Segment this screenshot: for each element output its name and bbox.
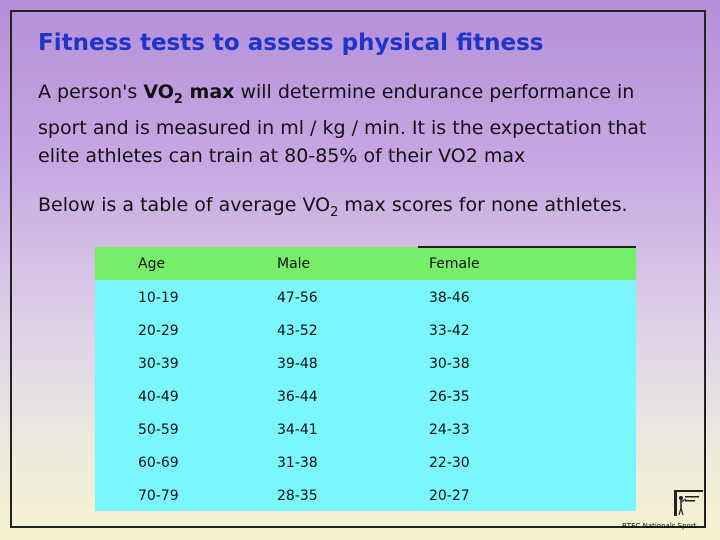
presenter-board-icon — [674, 490, 703, 516]
table-row: 40-49 36-44 26-35 — [95, 379, 636, 412]
cell-age: 70-79 — [138, 487, 179, 504]
vo2-subscript: 2 — [173, 91, 183, 107]
header-male: Male — [277, 255, 311, 272]
cell-male: 34-41 — [277, 421, 318, 438]
cell-male: 43-52 — [277, 322, 318, 339]
header-female: Female — [418, 246, 636, 280]
slide-title: Fitness tests to assess physical fitness — [38, 30, 544, 56]
cell-female: 30-38 — [429, 355, 470, 372]
table-row: 50-59 34-41 24-33 — [95, 412, 636, 445]
cell-age: 50-59 — [138, 421, 179, 438]
cell-age: 30-39 — [138, 355, 179, 372]
caption-prefix: Below is a table of average VO — [38, 194, 331, 216]
slide-frame — [10, 10, 706, 528]
vo2-max-word: max — [182, 81, 235, 103]
cell-female: 24-33 — [429, 421, 470, 438]
table-row: 70-79 28-35 20-27 — [95, 478, 636, 511]
cell-female: 26-35 — [429, 388, 470, 405]
cell-male: 36-44 — [277, 388, 318, 405]
table-row: 20-29 43-52 33-42 — [95, 313, 636, 346]
intro-prefix: A person's — [38, 81, 144, 103]
cell-female: 22-30 — [429, 454, 470, 471]
cell-age: 60-69 — [138, 454, 179, 471]
cell-male: 28-35 — [277, 487, 318, 504]
logo-text: BTEC Nationals Sport — [622, 522, 697, 530]
table-row: 60-69 31-38 22-30 — [95, 445, 636, 478]
intro-paragraph: A person's VO2 max will determine endura… — [38, 78, 688, 170]
table-caption: Below is a table of average VO2 max scor… — [38, 194, 628, 220]
cell-age: 10-19 — [138, 289, 179, 306]
cell-age: 20-29 — [138, 322, 179, 339]
cell-female: 38-46 — [429, 289, 470, 306]
vo2-main: VO — [143, 81, 174, 103]
cell-male: 47-56 — [277, 289, 318, 306]
cell-age: 40-49 — [138, 388, 179, 405]
intro-rest: will determine endurance performance in … — [38, 81, 647, 167]
cell-female: 33-42 — [429, 322, 470, 339]
table-row: 30-39 39-48 30-38 — [95, 346, 636, 379]
header-age: Age — [138, 255, 166, 272]
caption-subscript: 2 — [330, 204, 339, 220]
caption-suffix: max scores for none athletes. — [338, 194, 628, 216]
btec-logo: BTEC Nationals Sport — [622, 488, 703, 532]
table-row: 10-19 47-56 38-46 — [95, 280, 636, 313]
cell-male: 31-38 — [277, 454, 318, 471]
cell-male: 39-48 — [277, 355, 318, 372]
vo2-max-term: VO2 max — [143, 81, 235, 107]
table-header-row: Age Male Female — [95, 246, 636, 280]
vo2-table: Age Male Female 10-19 47-56 38-46 20-29 … — [95, 246, 636, 511]
cell-female: 20-27 — [429, 487, 470, 504]
